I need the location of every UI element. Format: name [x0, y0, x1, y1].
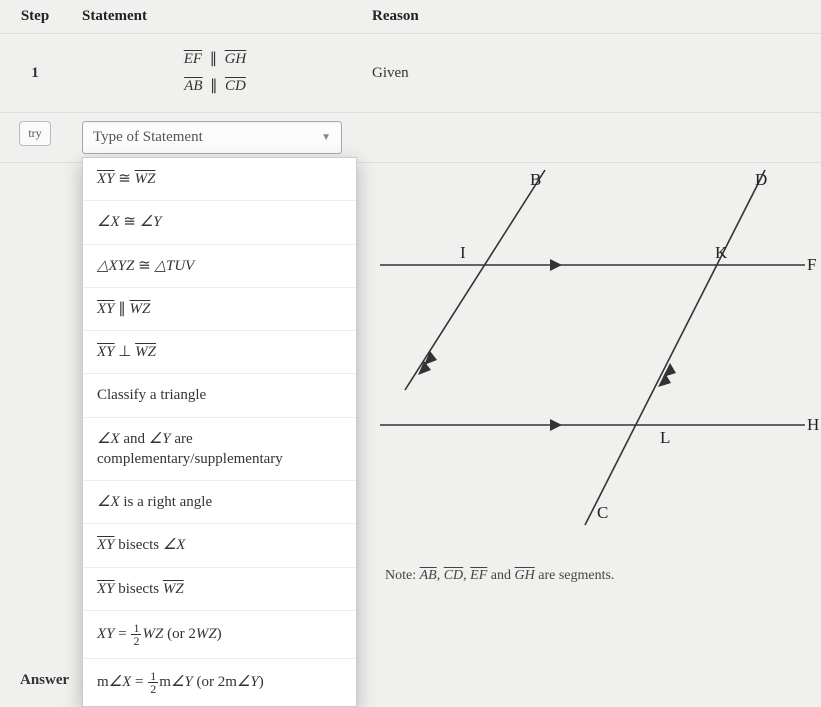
- label-d: D: [755, 170, 767, 189]
- segments-note: Note: AB, CD, EF and GH are segments.: [385, 568, 614, 584]
- menu-item-perpendicular[interactable]: XY ⊥ WZ: [83, 331, 356, 374]
- step-number: 1: [0, 34, 70, 113]
- arrow-gh-mid: [550, 419, 562, 431]
- menu-item-congruent-triangles[interactable]: △XYZ ≅ △TUV: [83, 245, 356, 288]
- proof-row-1: 1 EF ∥ GH AB ∥ CD Given: [0, 34, 821, 113]
- label-h: H: [807, 415, 819, 434]
- header-statement: Statement: [70, 0, 360, 34]
- label-k: K: [715, 243, 728, 262]
- label-i: I: [460, 243, 466, 262]
- dropdown-placeholder: Type of Statement: [93, 129, 203, 146]
- label-f: F: [807, 255, 816, 274]
- statement-cell-1: EF ∥ GH AB ∥ CD: [70, 34, 360, 113]
- label-l: L: [660, 428, 670, 447]
- label-b: B: [530, 170, 541, 189]
- try-button[interactable]: try: [19, 121, 50, 146]
- chevron-down-icon: ▼: [321, 132, 331, 143]
- menu-item-comp-supp[interactable]: ∠X and ∠Y are complementary/supplementar…: [83, 418, 356, 482]
- dropdown-trigger[interactable]: Type of Statement ▼: [82, 121, 342, 154]
- line-ab: [405, 170, 545, 390]
- geometry-diagram: B D I K F L H C: [360, 150, 820, 590]
- menu-item-congruent-angles[interactable]: ∠X ≅ ∠Y: [83, 201, 356, 244]
- menu-item-bisects-angle[interactable]: XY bisects ∠X: [83, 524, 356, 567]
- header-reason: Reason: [360, 0, 821, 34]
- menu-item-right-angle[interactable]: ∠X is a right angle: [83, 481, 356, 524]
- header-step: Step: [0, 0, 70, 34]
- proof-table: Step Statement Reason 1 EF ∥ GH AB ∥ CD …: [0, 0, 821, 163]
- menu-item-half-angle[interactable]: m∠X = 12m∠Y (or 2m∠Y): [83, 659, 356, 706]
- header-row: Step Statement Reason: [0, 0, 821, 34]
- arrow-ef-mid: [550, 259, 562, 271]
- dropdown-menu: XY ≅ WZ ∠X ≅ ∠Y △XYZ ≅ △TUV XY ∥ WZ XY ⊥…: [82, 157, 357, 707]
- answer-label: Answer: [20, 672, 69, 688]
- menu-item-half-segment[interactable]: XY = 12WZ (or 2WZ): [83, 611, 356, 659]
- line-cd: [585, 170, 765, 525]
- menu-item-congruent-segments[interactable]: XY ≅ WZ: [83, 158, 356, 201]
- reason-cell-1: Given: [360, 34, 821, 113]
- label-c: C: [597, 503, 608, 522]
- menu-item-classify[interactable]: Classify a triangle: [83, 374, 356, 417]
- arrow-ab-2: [418, 361, 431, 375]
- menu-item-bisects-segment[interactable]: XY bisects WZ: [83, 568, 356, 611]
- menu-item-parallel[interactable]: XY ∥ WZ: [83, 288, 356, 331]
- statement-type-dropdown[interactable]: Type of Statement ▼ XY ≅ WZ ∠X ≅ ∠Y △XYZ…: [82, 121, 348, 154]
